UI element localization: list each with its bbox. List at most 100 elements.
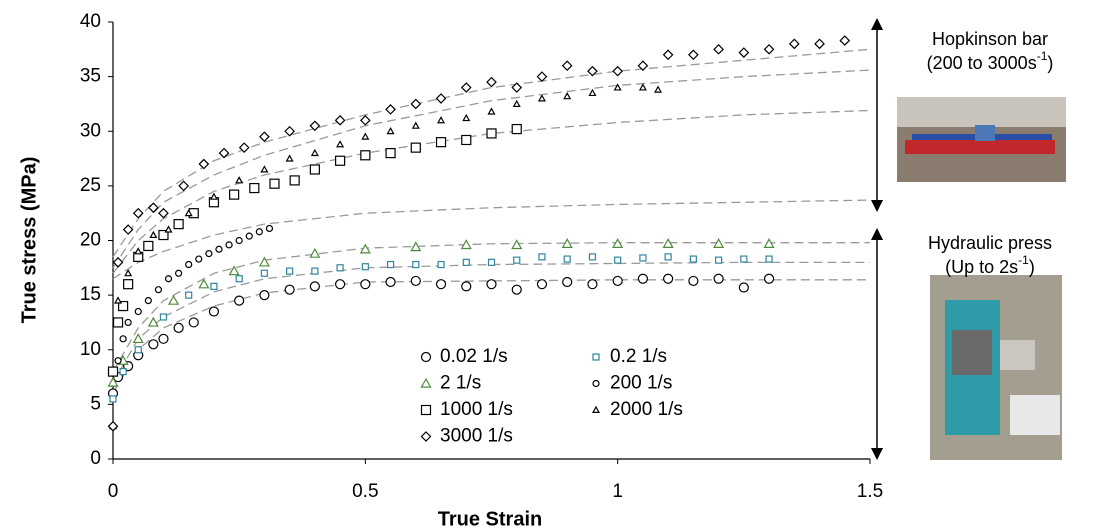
- marker: [513, 256, 521, 264]
- marker: [592, 353, 600, 361]
- marker: [359, 114, 371, 126]
- marker: [435, 137, 447, 148]
- marker: [198, 158, 210, 170]
- marker: [437, 116, 446, 124]
- marker: [511, 82, 523, 93]
- marker: [218, 147, 230, 159]
- marker: [385, 104, 396, 115]
- marker: [159, 313, 168, 321]
- marker: [512, 99, 521, 107]
- marker: [147, 316, 159, 327]
- marker: [386, 260, 395, 269]
- marker: [654, 85, 663, 93]
- marker: [462, 113, 471, 122]
- marker: [486, 279, 497, 290]
- marker: [205, 250, 213, 258]
- marker: [185, 291, 193, 299]
- marker: [410, 98, 422, 110]
- legend-label: 3000 1/s: [440, 426, 513, 447]
- marker: [112, 317, 124, 328]
- marker: [132, 333, 144, 344]
- marker: [225, 241, 233, 249]
- legend-label: 0.02 1/s: [440, 346, 508, 367]
- marker: [814, 38, 825, 50]
- marker: [763, 238, 775, 248]
- marker: [119, 335, 127, 343]
- marker: [286, 267, 294, 275]
- marker: [411, 121, 420, 129]
- marker: [511, 239, 523, 250]
- marker: [563, 92, 572, 100]
- annotation-part: -1: [1037, 49, 1048, 63]
- marker: [360, 150, 371, 161]
- marker: [311, 267, 319, 275]
- marker: [462, 258, 470, 266]
- marker: [336, 140, 345, 148]
- marker: [591, 405, 601, 413]
- marker: [124, 269, 133, 277]
- x-tick-label: 0.5: [352, 481, 378, 502]
- marker: [536, 71, 548, 82]
- y-tick-label: 35: [80, 66, 101, 87]
- y-tick-label: 20: [80, 230, 101, 251]
- legend-label: 0.2 1/s: [610, 346, 667, 367]
- marker: [117, 300, 129, 312]
- annotation-text: (200 to 3000s-1): [927, 49, 1054, 73]
- marker: [215, 245, 223, 253]
- marker: [260, 165, 269, 173]
- marker: [144, 296, 152, 305]
- y-tick-label: 5: [90, 393, 101, 414]
- marker: [164, 225, 173, 233]
- x-tick-label: 1: [612, 481, 623, 502]
- marker: [386, 127, 395, 135]
- x-tick-label: 0: [108, 481, 119, 502]
- marker: [154, 286, 163, 294]
- marker: [410, 275, 421, 287]
- marker: [164, 275, 173, 283]
- marker: [612, 65, 624, 77]
- annotation-part: Hopkinson bar: [932, 29, 1048, 49]
- marker: [587, 65, 598, 77]
- marker: [235, 236, 243, 245]
- marker: [228, 265, 240, 276]
- y-tick-label: 25: [80, 175, 101, 196]
- marker: [511, 284, 522, 295]
- marker: [309, 164, 320, 175]
- marker: [336, 264, 344, 272]
- marker: [209, 192, 218, 200]
- marker: [185, 260, 193, 269]
- annotation-part: Hydraulic press: [928, 233, 1052, 253]
- marker: [420, 377, 432, 388]
- photo-hopkinson-bar: [897, 97, 1066, 182]
- marker: [168, 294, 180, 305]
- marker: [229, 189, 240, 200]
- marker: [637, 273, 649, 284]
- marker: [158, 207, 169, 219]
- marker: [360, 279, 371, 290]
- marker: [234, 295, 245, 306]
- marker: [359, 243, 371, 254]
- marker: [208, 306, 220, 317]
- marker: [148, 202, 159, 214]
- marker: [284, 284, 295, 295]
- marker: [663, 273, 674, 284]
- fit-line: [112, 109, 871, 274]
- arrow-head: [871, 18, 883, 30]
- marker: [740, 255, 748, 263]
- y-tick-label: 15: [80, 284, 101, 305]
- marker: [112, 257, 124, 268]
- marker: [713, 238, 725, 248]
- marker: [561, 238, 573, 248]
- marker: [412, 260, 420, 269]
- marker: [562, 276, 573, 288]
- marker: [309, 120, 321, 132]
- photo-hydraulic-press: [930, 275, 1062, 460]
- marker: [198, 278, 210, 289]
- marker: [107, 420, 119, 432]
- marker: [461, 134, 472, 146]
- marker: [763, 273, 775, 284]
- marker: [738, 47, 750, 58]
- marker: [249, 182, 260, 194]
- legend-label: 1000 1/s: [440, 399, 513, 420]
- marker: [107, 366, 119, 377]
